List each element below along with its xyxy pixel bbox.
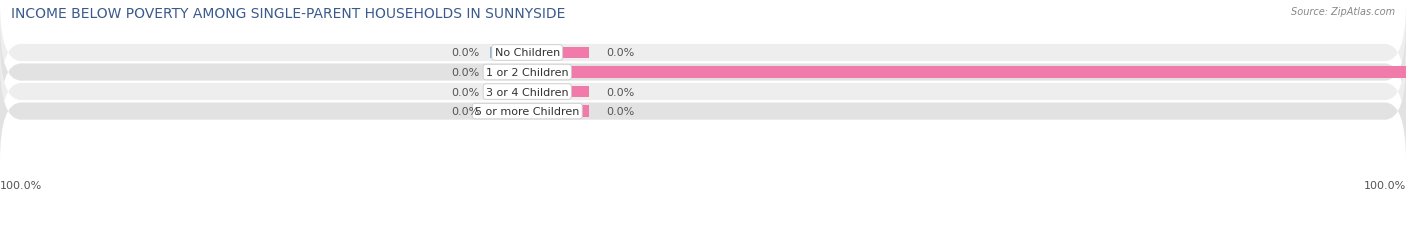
Bar xyxy=(491,67,527,78)
Text: 0.0%: 0.0% xyxy=(606,87,634,97)
Bar xyxy=(491,48,527,59)
Text: INCOME BELOW POVERTY AMONG SINGLE-PARENT HOUSEHOLDS IN SUNNYSIDE: INCOME BELOW POVERTY AMONG SINGLE-PARENT… xyxy=(11,7,565,21)
Bar xyxy=(527,67,1406,78)
Bar xyxy=(527,87,589,98)
Text: 3 or 4 Children: 3 or 4 Children xyxy=(486,87,568,97)
FancyBboxPatch shape xyxy=(0,23,1406,122)
Text: 0.0%: 0.0% xyxy=(451,68,479,78)
Bar xyxy=(491,87,527,98)
FancyBboxPatch shape xyxy=(0,62,1406,161)
FancyBboxPatch shape xyxy=(0,3,1406,103)
Text: 100.0%: 100.0% xyxy=(0,181,42,191)
Bar xyxy=(527,106,589,117)
Text: 0.0%: 0.0% xyxy=(606,107,634,117)
Bar xyxy=(491,106,527,117)
Text: 5 or more Children: 5 or more Children xyxy=(475,107,579,117)
Text: 0.0%: 0.0% xyxy=(606,48,634,58)
Bar xyxy=(527,48,589,59)
Text: Source: ZipAtlas.com: Source: ZipAtlas.com xyxy=(1291,7,1395,17)
Text: 0.0%: 0.0% xyxy=(451,107,479,117)
Text: 100.0%: 100.0% xyxy=(1364,181,1406,191)
Text: No Children: No Children xyxy=(495,48,560,58)
Text: 0.0%: 0.0% xyxy=(451,48,479,58)
FancyBboxPatch shape xyxy=(0,42,1406,142)
Text: 1 or 2 Children: 1 or 2 Children xyxy=(486,68,568,78)
Text: 0.0%: 0.0% xyxy=(451,87,479,97)
